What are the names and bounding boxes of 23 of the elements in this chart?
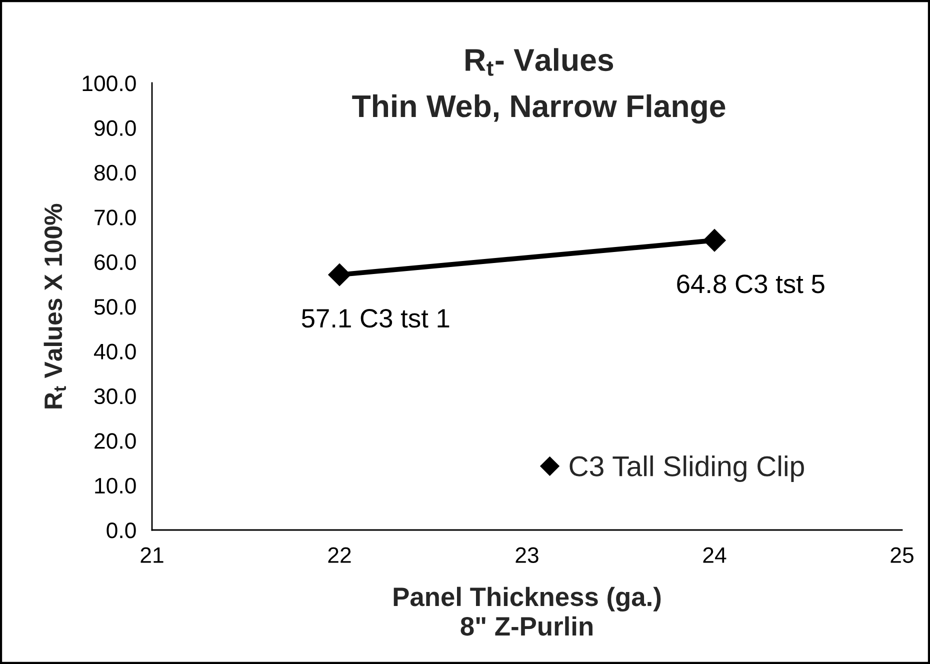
chart-subtitle: Thin Web, Narrow Flange [352, 94, 726, 124]
y-tick-label: 30.0 [94, 388, 136, 404]
x-tick-label: 21 [140, 547, 164, 563]
y-tick-label: 20.0 [94, 433, 136, 449]
y-tick-label: 100.0 [82, 76, 136, 92]
y-tick-label: 50.0 [94, 299, 136, 315]
x-axis-title: Panel Thickness (ga.) 8" Z-Purlin [394, 586, 661, 636]
data-label: 64.8 C3 tst 5 [677, 274, 824, 294]
y-tick-label: 60.0 [94, 254, 136, 270]
y-tick-label: 90.0 [94, 120, 136, 136]
x-tick-label: 22 [328, 547, 351, 563]
y-tick-label: 80.0 [94, 164, 136, 181]
y-tick-label: 40.0 [94, 344, 136, 360]
x-tick-label: 25 [890, 547, 914, 563]
y-tick-label: 10.0 [95, 478, 136, 494]
x-tick-label: 24 [703, 547, 726, 563]
y-tick-label: 0.0 [106, 522, 136, 538]
chart-title: R$_{t}$- Values [466, 48, 614, 76]
y-tick-label: 70.0 [94, 210, 136, 226]
x-tick-label: 23 [516, 547, 538, 563]
y-axis-title: R$_{t}$ Values X 100% [44, 204, 66, 408]
data-label: 57.1 C3 tst 1 [302, 308, 450, 328]
legend-label: C3 Tall Sliding Clip [570, 455, 804, 482]
